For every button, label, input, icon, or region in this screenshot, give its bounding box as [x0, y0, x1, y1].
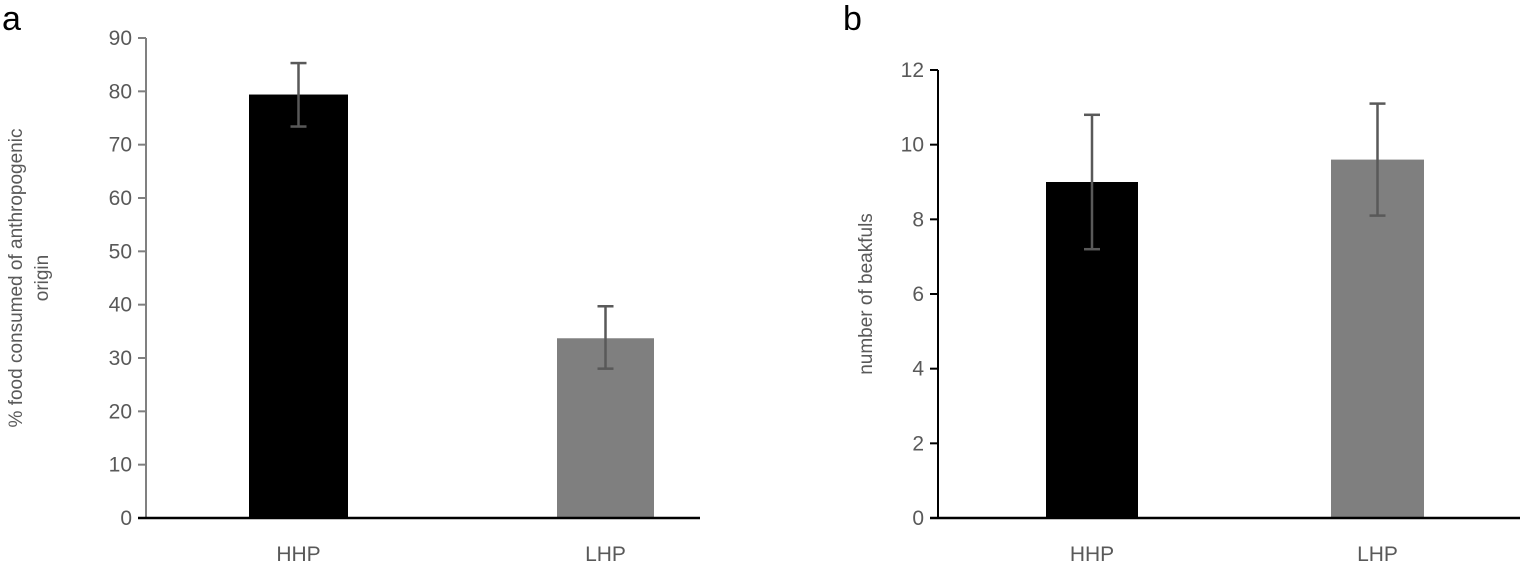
chart-panel-b: b 0 2 4 6 8 10 12 number of beakfuls HHP LHP [843, 0, 1520, 566]
panel-label: b [843, 0, 862, 38]
y-tick-label: 70 [109, 134, 132, 157]
y-tick-label: 30 [109, 347, 132, 370]
y-tick-label: 90 [109, 27, 132, 50]
y-tick-label: 6 [912, 283, 924, 306]
y-tick-label: 60 [109, 187, 132, 210]
x-category-label: LHP [585, 543, 626, 566]
panel-label: a [2, 0, 21, 38]
y-tick-label: 0 [120, 507, 132, 530]
y-tick-label: 80 [109, 80, 132, 103]
bar-lhp [1331, 159, 1424, 518]
y-tick-label: 10 [109, 454, 132, 477]
y-tick-label: 10 [901, 134, 924, 157]
x-category-label: HHP [1070, 543, 1114, 566]
y-axis-label: origin [32, 255, 53, 301]
y-axis-label: % food consumed of anthropogenic [6, 129, 27, 428]
x-category-label: LHP [1357, 543, 1398, 566]
bar-hhp [249, 94, 348, 519]
y-tick-label: 2 [912, 432, 924, 455]
y-tick-label: 0 [912, 507, 924, 530]
y-tick-label: 50 [109, 240, 132, 263]
y-tick-label: 4 [912, 358, 924, 381]
y-tick-label: 8 [912, 208, 924, 231]
y-tick-label: 20 [109, 400, 132, 423]
chart-panel-a: a 0 10 20 30 40 50 60 70 80 90 % food consumed of a… [2, 0, 700, 566]
y-axis-label: number of beakfuls [856, 213, 877, 375]
y-tick-label: 40 [109, 294, 132, 317]
y-tick-label: 12 [901, 59, 924, 82]
x-category-label: HHP [276, 543, 320, 566]
